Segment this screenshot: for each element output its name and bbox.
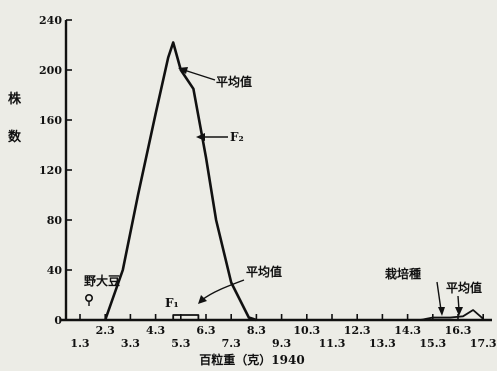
f2-arrow-icon: [196, 133, 205, 141]
y-tick-label-4: 160: [39, 114, 62, 127]
wild-soybean-label: 野大豆: [84, 273, 120, 288]
x-tick-label-1: 2.3: [96, 324, 115, 337]
x-tick-label-12: 13.3: [369, 337, 396, 350]
x-tick-label-4: 5.3: [171, 337, 190, 350]
series-line-2: [420, 309, 484, 321]
mean-f2-arrow-icon: [178, 67, 188, 74]
x-tick-label-15: 16.3: [445, 324, 472, 337]
y-axis-label-char-2: 数: [8, 129, 22, 145]
f2-label: F₂: [230, 130, 244, 144]
cultivated-label: 栽培種: [385, 266, 421, 281]
x-tick-label-10: 11.3: [319, 337, 346, 350]
y-tick-label-2: 80: [47, 214, 63, 227]
series-line-1: [172, 314, 200, 320]
x-tick-label-0: 1.3: [70, 337, 89, 350]
x-tick-label-16: 17.3: [470, 337, 497, 350]
x-tick-label-2: 3.3: [121, 337, 140, 350]
wild-soybean-marker: [85, 293, 94, 302]
f1-label: F₁: [165, 296, 179, 310]
mean-lower-arrow-icon: [198, 295, 207, 304]
x-tick-label-11: 12.3: [344, 324, 371, 337]
series-group: [103, 41, 484, 322]
cultivated-arrow-icon: [438, 307, 445, 316]
y-tick-label-5: 200: [39, 64, 62, 77]
x-tick-label-7: 8.3: [247, 324, 266, 337]
x-tick-label-13: 14.3: [394, 324, 421, 337]
mean-cultivated-arrow-icon: [455, 307, 463, 316]
x-tick-label-6: 7.3: [222, 337, 241, 350]
x-tick-label-8: 9.3: [272, 337, 291, 350]
x-axis-label: 百粒重（克）1940: [199, 352, 304, 367]
annotations: 平均值 F₂ 平均值 F₁ 野大豆 栽培種 平均值: [84, 67, 482, 316]
y-tick-label-0: 0: [54, 314, 62, 327]
x-tick-label-9: 10.3: [293, 324, 320, 337]
cultivated-leader: [436, 281, 442, 311]
y-tick-label-3: 120: [39, 164, 62, 177]
mean-value-lower-label: 平均值: [246, 264, 282, 279]
y-tick-label-1: 40: [47, 264, 63, 277]
x-tick-label-3: 4.3: [146, 324, 165, 337]
y-axis-label-char-1: 株: [8, 91, 22, 107]
y-tick-label-6: 240: [39, 14, 62, 27]
x-tick-label-5: 6.3: [196, 324, 215, 337]
mean-value-cultivated-label: 平均值: [446, 280, 482, 295]
x-tick-label-14: 15.3: [419, 337, 446, 350]
mean-lower-leader: [201, 279, 245, 301]
mean-value-f2-label: 平均值: [216, 74, 252, 89]
mean-f2-leader: [183, 69, 216, 81]
y-ticks: 0 40 80 120 160 200 240: [39, 14, 72, 327]
